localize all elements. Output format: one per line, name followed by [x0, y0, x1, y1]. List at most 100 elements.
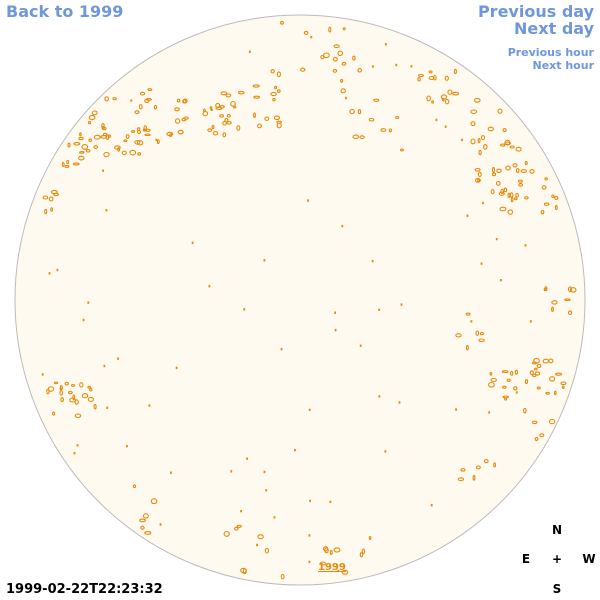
- magnetic-feature-contour: [236, 524, 242, 528]
- magnetic-feature-contour: [88, 114, 96, 121]
- magnetic-feature-dot: [337, 569, 340, 573]
- magnetic-feature-dot: [400, 303, 403, 306]
- previous-day-link[interactable]: Previous day: [477, 2, 594, 21]
- magnetic-feature-dot: [265, 489, 268, 492]
- magnetic-feature-dot: [106, 406, 109, 409]
- magnetic-feature-contour: [264, 116, 270, 121]
- magnetic-feature-dot: [103, 364, 106, 368]
- magnetic-feature-dot: [159, 523, 162, 526]
- magnetic-feature-contour: [512, 163, 518, 168]
- magnetic-feature-contour: [233, 105, 237, 109]
- magnetic-feature-contour: [539, 433, 545, 438]
- magnetic-feature-contour: [276, 89, 281, 93]
- magnetic-feature-contour: [215, 106, 223, 111]
- magnetic-feature-contour: [540, 210, 545, 215]
- magnetic-feature-contour: [112, 97, 117, 101]
- magnetic-feature-contour: [81, 144, 89, 150]
- magnetic-feature-contour: [319, 561, 326, 566]
- magnetic-feature-contour: [504, 141, 512, 145]
- magnetic-feature-contour: [181, 117, 187, 122]
- previous-hour-link[interactable]: Previous hour: [507, 46, 594, 59]
- magnetic-feature-contour: [144, 133, 151, 137]
- magnetic-feature-contour: [428, 75, 435, 81]
- magnetic-feature-contour: [400, 148, 404, 152]
- magnetic-feature-contour: [280, 573, 285, 580]
- magnetic-feature-contour: [103, 151, 110, 158]
- magnetic-feature-dot: [470, 320, 473, 323]
- magnetic-feature-contour: [536, 363, 542, 369]
- magnetic-feature-contour: [489, 371, 493, 376]
- magnetic-feature-dot: [334, 328, 337, 332]
- magnetic-feature-dot: [243, 308, 246, 311]
- magnetic-feature-contour: [475, 465, 481, 470]
- magnetic-feature-dot: [256, 543, 258, 547]
- magnetic-feature-contour: [223, 530, 230, 537]
- magnetic-feature-contour: [134, 110, 140, 115]
- magnetic-feature-contour: [93, 145, 99, 149]
- magnetic-feature-contour: [104, 96, 110, 102]
- magnetic-feature-contour: [145, 128, 151, 132]
- magnetic-feature-contour: [531, 361, 537, 365]
- magnetic-feature-contour: [357, 68, 363, 73]
- magnetic-feature-contour: [176, 98, 181, 103]
- magnetic-feature-contour: [513, 197, 518, 201]
- next-hour-link[interactable]: Next hour: [532, 59, 595, 72]
- magnetic-feature-contour: [79, 382, 84, 388]
- next-day-link[interactable]: Next day: [514, 19, 594, 38]
- magnetic-feature-contour: [534, 437, 539, 441]
- magnetic-feature-contour: [48, 196, 54, 202]
- back-to-year-link[interactable]: Back to 1999: [6, 2, 124, 21]
- magnetic-feature-dot: [170, 471, 172, 474]
- magnetic-feature-dot: [76, 444, 79, 447]
- compass-south: S: [552, 582, 562, 596]
- year-link[interactable]: 1999: [318, 562, 346, 573]
- magnetic-feature-contour: [533, 367, 538, 371]
- magnetic-feature-dot: [59, 387, 62, 390]
- magnetic-feature-contour: [332, 56, 338, 62]
- magnetic-feature-contour: [554, 195, 559, 200]
- magnetic-feature-contour: [567, 286, 573, 293]
- magnetic-feature-contour: [483, 458, 489, 464]
- magnetic-feature-dot: [410, 65, 413, 68]
- magnetic-feature-dot: [307, 199, 309, 202]
- magnetic-feature-contour: [257, 534, 264, 540]
- magnetic-feature-contour: [150, 498, 158, 505]
- magnetic-feature-contour: [166, 131, 174, 137]
- magnetic-feature-contour: [211, 124, 215, 130]
- magnetic-feature-contour: [222, 132, 227, 138]
- magnetic-feature-contour: [474, 167, 481, 172]
- magnetic-feature-contour: [280, 20, 284, 25]
- magnetic-feature-contour: [488, 381, 495, 388]
- magnetic-feature-contour: [300, 67, 306, 72]
- magnetic-feature-contour: [177, 129, 184, 135]
- magnetic-feature-contour: [264, 547, 270, 554]
- magnetic-feature-contour: [561, 385, 565, 390]
- magnetic-feature-contour: [500, 143, 506, 147]
- magnetic-feature-contour: [531, 420, 538, 425]
- magnetic-feature-dot: [495, 237, 498, 241]
- magnetic-feature-contour: [505, 165, 511, 171]
- magnetic-feature-dot: [273, 516, 276, 519]
- magnetic-feature-contour: [236, 125, 241, 131]
- magnetic-feature-dot: [329, 500, 332, 504]
- magnetic-feature-contour: [480, 135, 486, 141]
- magnetic-feature-contour: [352, 134, 359, 140]
- magnetic-feature-contour: [368, 536, 372, 540]
- magnetic-feature-contour: [349, 108, 355, 115]
- magnetic-feature-contour: [490, 377, 497, 383]
- magnetic-feature-contour: [529, 370, 534, 376]
- magnetic-feature-dot: [249, 50, 251, 53]
- magnetic-feature-contour: [529, 169, 535, 174]
- magnetic-feature-contour: [444, 98, 450, 105]
- magnetic-feature-contour: [53, 381, 59, 385]
- magnetic-feature-contour: [548, 418, 556, 425]
- magnetic-feature-dot: [444, 125, 447, 128]
- magnetic-feature-contour: [352, 55, 356, 61]
- magnetic-feature-contour: [510, 196, 514, 203]
- magnetic-feature-contour: [79, 132, 82, 137]
- magnetic-feature-contour: [72, 394, 76, 401]
- magnetic-feature-contour: [357, 109, 362, 115]
- magnetic-feature-contour: [226, 114, 231, 118]
- magnetic-feature-contour: [514, 369, 519, 375]
- magnetic-feature-dot: [130, 99, 133, 102]
